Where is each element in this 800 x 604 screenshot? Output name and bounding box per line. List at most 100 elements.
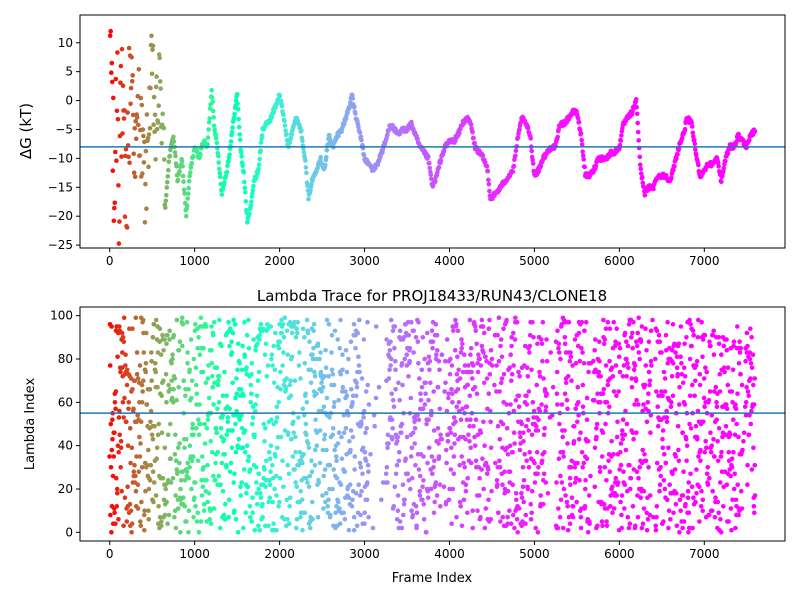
lambda-point: [208, 521, 214, 526]
delta-g-point: [529, 148, 534, 154]
lambda-point: [417, 493, 423, 498]
lambda-point: [428, 413, 434, 418]
lambda-point: [525, 486, 531, 492]
lambda-point: [170, 475, 176, 481]
lambda-point: [516, 369, 521, 375]
lambda-point: [397, 449, 402, 455]
lambda-point: [643, 458, 649, 464]
lambda-point: [451, 471, 457, 477]
delta-g-point: [651, 186, 656, 192]
lambda-point: [410, 430, 416, 436]
lambda-point: [362, 521, 367, 526]
lambda-point: [749, 335, 754, 340]
lambda-point: [167, 387, 173, 392]
lambda-point: [184, 519, 189, 524]
lambda-point: [580, 404, 586, 410]
lambda-point: [672, 467, 678, 472]
lambda-point: [270, 499, 276, 505]
lambda-point: [421, 454, 426, 459]
lambda-point: [497, 389, 502, 394]
lambda-point: [357, 460, 363, 466]
lambda-point: [556, 456, 562, 462]
lambda-point: [700, 497, 706, 503]
lambda-point: [187, 465, 192, 470]
lambda-point: [541, 432, 547, 438]
lambda-point: [623, 447, 629, 453]
lambda-point: [400, 382, 405, 388]
lambda-point: [396, 458, 402, 464]
lambda-point: [358, 512, 363, 518]
delta-g-point: [324, 154, 329, 160]
lambda-point: [280, 363, 285, 368]
lambda-point: [608, 504, 613, 509]
lambda-point: [409, 475, 415, 481]
lambda-point: [244, 443, 250, 449]
delta-g-y-tick-label: 5: [65, 65, 73, 79]
lambda-point: [393, 358, 398, 364]
lambda-point: [456, 400, 462, 405]
lambda-point: [173, 525, 179, 531]
lambda-point: [463, 488, 469, 494]
lambda-point: [646, 391, 651, 397]
lambda-point: [495, 482, 500, 488]
lambda-point: [477, 475, 482, 481]
lambda-point: [693, 423, 699, 429]
lambda-point: [348, 428, 354, 433]
lambda-point: [641, 402, 646, 407]
lambda-point: [180, 322, 186, 327]
lambda-point: [311, 322, 317, 327]
lambda-point: [229, 339, 234, 345]
lambda-point: [266, 499, 271, 505]
delta-g-point: [675, 152, 680, 157]
lambda-point: [654, 328, 660, 334]
lambda-point: [255, 378, 261, 384]
lambda-point: [550, 384, 556, 390]
delta-g-point: [216, 153, 221, 159]
lambda-point: [554, 369, 560, 375]
lambda-point: [430, 339, 436, 345]
lambda-point: [119, 330, 125, 336]
lambda-point: [645, 400, 651, 405]
lambda-point: [194, 391, 200, 397]
delta-g-point: [153, 84, 159, 90]
lambda-point: [159, 430, 165, 436]
lambda-point: [153, 317, 159, 323]
lambda-point: [171, 400, 176, 405]
delta-g-point: [181, 179, 186, 184]
lambda-point: [164, 499, 169, 505]
delta-g-y-tick-label: 0: [65, 94, 73, 108]
lambda-point: [425, 495, 431, 501]
delta-g-point: [165, 174, 171, 179]
lambda-point: [745, 389, 751, 394]
lambda-point: [674, 365, 680, 371]
lambda-point: [397, 519, 403, 524]
lambda-point: [701, 419, 706, 425]
delta-g-point: [299, 128, 304, 133]
lambda-point: [611, 389, 617, 394]
lambda-point: [458, 504, 464, 509]
lambda-point: [494, 389, 499, 394]
lambda-point: [581, 460, 587, 466]
lambda-point: [124, 419, 129, 425]
lambda-point: [274, 404, 280, 410]
lambda-point: [172, 452, 178, 457]
lambda-point: [340, 384, 346, 390]
lambda-point: [330, 371, 336, 377]
lambda-point: [205, 376, 211, 381]
lambda-point: [392, 484, 398, 490]
lambda-point: [425, 460, 430, 466]
lambda-point: [582, 328, 587, 334]
delta-g-point: [288, 135, 294, 141]
lambda-point: [615, 480, 621, 485]
lambda-point: [690, 328, 696, 334]
lambda-point: [724, 482, 730, 488]
lambda-point: [190, 454, 196, 459]
delta-g-point: [173, 153, 178, 159]
lambda-point: [619, 525, 624, 531]
lambda-point: [565, 441, 570, 446]
lambda-point: [292, 378, 298, 384]
lambda-point: [120, 335, 126, 340]
delta-g-point: [132, 174, 138, 180]
lambda-point: [562, 341, 568, 347]
lambda-point: [507, 469, 513, 475]
